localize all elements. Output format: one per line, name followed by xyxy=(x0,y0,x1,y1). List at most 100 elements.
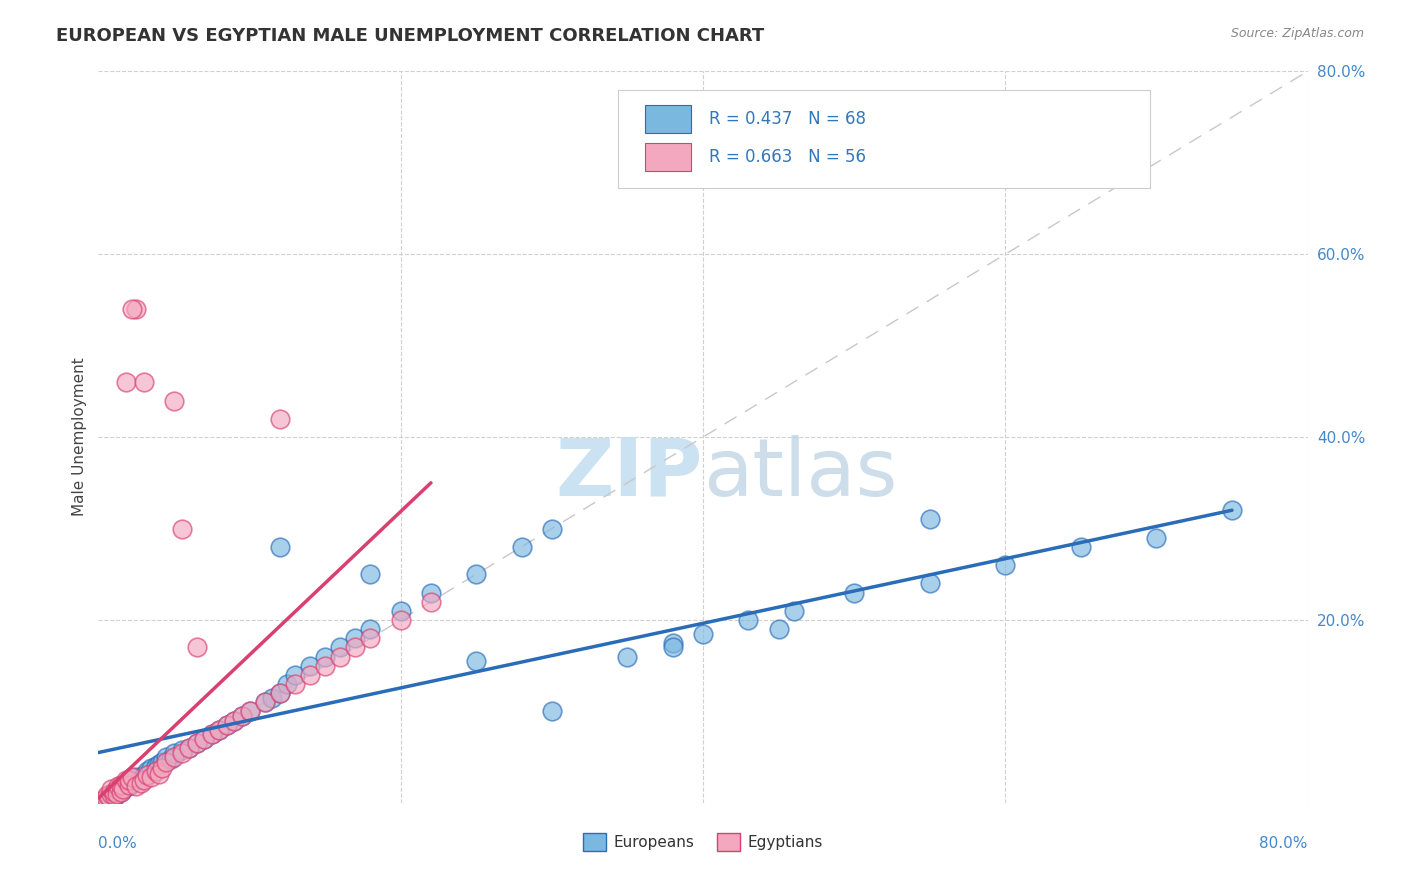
Point xyxy=(269,412,291,426)
Point xyxy=(269,540,291,554)
Point xyxy=(170,521,193,535)
Text: R = 0.663   N = 56: R = 0.663 N = 56 xyxy=(709,148,866,166)
Point xyxy=(201,727,224,741)
Point xyxy=(91,793,114,807)
Point xyxy=(132,768,155,782)
Point xyxy=(121,775,143,789)
Point xyxy=(420,594,443,608)
Text: R = 0.437   N = 68: R = 0.437 N = 68 xyxy=(709,110,866,128)
Point xyxy=(114,778,136,792)
Point xyxy=(150,761,173,775)
Point xyxy=(269,686,291,700)
Text: Source: ZipAtlas.com: Source: ZipAtlas.com xyxy=(1230,27,1364,40)
Point xyxy=(100,787,122,801)
Point xyxy=(329,649,352,664)
Point xyxy=(465,654,488,668)
Point xyxy=(105,787,128,801)
Point xyxy=(135,764,157,778)
Point xyxy=(231,709,253,723)
Point xyxy=(360,632,382,646)
Point xyxy=(314,658,336,673)
Point xyxy=(103,785,125,799)
Text: atlas: atlas xyxy=(703,434,897,513)
Point xyxy=(344,640,367,655)
Point xyxy=(276,677,298,691)
Point xyxy=(141,761,163,775)
Point xyxy=(344,632,367,646)
Point xyxy=(129,772,152,787)
Point xyxy=(103,791,125,805)
Point xyxy=(135,768,157,782)
Point xyxy=(129,775,152,789)
Point xyxy=(239,705,262,719)
Point xyxy=(114,375,136,389)
Point xyxy=(389,604,412,618)
Point xyxy=(389,613,412,627)
Point xyxy=(201,727,224,741)
Point xyxy=(465,567,488,582)
Point xyxy=(155,750,177,764)
Point xyxy=(783,604,806,618)
Point xyxy=(540,521,562,535)
Point xyxy=(844,585,866,599)
Point xyxy=(125,780,148,794)
Point xyxy=(1220,503,1243,517)
Point xyxy=(100,782,122,797)
Point xyxy=(163,746,186,760)
Bar xyxy=(645,143,690,171)
Point xyxy=(284,667,307,681)
Point xyxy=(94,791,117,805)
Point xyxy=(94,791,117,805)
Point xyxy=(163,393,186,408)
Point xyxy=(111,782,134,797)
Point xyxy=(132,772,155,787)
Text: EUROPEAN VS EGYPTIAN MALE UNEMPLOYMENT CORRELATION CHART: EUROPEAN VS EGYPTIAN MALE UNEMPLOYMENT C… xyxy=(56,27,765,45)
Text: 80.0%: 80.0% xyxy=(1260,836,1308,851)
Point xyxy=(160,752,183,766)
Point xyxy=(360,622,382,636)
Point xyxy=(224,714,246,728)
Point xyxy=(1144,531,1167,545)
Point xyxy=(231,709,253,723)
Point xyxy=(121,770,143,784)
Point xyxy=(179,740,201,755)
Point xyxy=(110,778,132,792)
Point xyxy=(145,759,167,773)
Point xyxy=(170,746,193,760)
Point xyxy=(253,695,276,709)
Point xyxy=(994,558,1017,573)
Point xyxy=(616,649,638,664)
Point xyxy=(105,782,128,797)
Point xyxy=(96,789,118,803)
Point xyxy=(186,640,208,655)
Point xyxy=(125,301,148,317)
Point xyxy=(148,766,170,780)
Point xyxy=(215,718,238,732)
Point xyxy=(284,677,307,691)
Point xyxy=(179,740,201,755)
Point xyxy=(114,772,136,787)
Point xyxy=(105,787,128,801)
Point xyxy=(299,667,322,681)
Bar xyxy=(645,105,690,133)
FancyBboxPatch shape xyxy=(619,90,1150,188)
Point xyxy=(155,755,177,769)
Point xyxy=(253,695,276,709)
Point xyxy=(107,780,129,794)
Point xyxy=(208,723,231,737)
Point xyxy=(193,731,215,746)
Point xyxy=(510,540,533,554)
Point xyxy=(148,757,170,772)
Point xyxy=(103,789,125,803)
Point xyxy=(98,789,121,803)
Point xyxy=(110,780,132,794)
Point xyxy=(329,640,352,655)
Point xyxy=(661,640,683,655)
Point xyxy=(186,736,208,750)
Point xyxy=(150,755,173,769)
Point xyxy=(98,790,121,805)
Point xyxy=(170,743,193,757)
Point xyxy=(186,736,208,750)
Point xyxy=(103,785,125,799)
Point xyxy=(118,772,141,787)
